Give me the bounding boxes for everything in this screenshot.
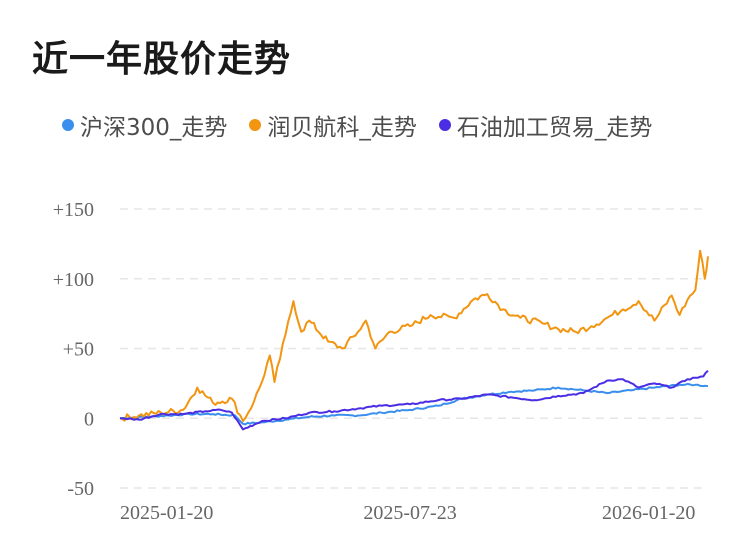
x-tick-label: 2026-01-20: [602, 502, 695, 524]
series-line-2: [119, 370, 709, 431]
legend-item-hs300[interactable]: 沪深300_走势: [62, 108, 227, 142]
y-tick-label: +50: [63, 339, 94, 361]
x-tick-label: 2025-07-23: [363, 502, 456, 524]
y-tick-label: -50: [67, 478, 94, 500]
chart-title: 近一年股价走势: [32, 39, 292, 80]
legend-label-petro: 石油加工贸易_走势: [456, 115, 653, 141]
series-line-1: [119, 249, 709, 422]
legend-item-runbei[interactable]: 润贝航科_走势: [249, 108, 417, 142]
legend-dot-hs300: [62, 119, 74, 131]
y-tick-label: 0: [84, 408, 94, 430]
y-tick-label: +100: [53, 269, 94, 291]
legend-item-petro[interactable]: 石油加工贸易_走势: [438, 108, 653, 142]
y-tick-label: +150: [53, 199, 94, 221]
legend-label-hs300: 沪深300_走势: [80, 115, 228, 141]
legend-dot-petro: [438, 119, 451, 131]
legend-dot-runbei: [249, 119, 262, 131]
legend: 沪深300_走势 润贝航科_走势 石油加工贸易_走势: [62, 108, 674, 142]
legend-label-runbei: 润贝航科_走势: [267, 115, 417, 141]
x-tick-label: 2025-01-20: [120, 502, 213, 524]
series-line-0: [119, 382, 709, 426]
